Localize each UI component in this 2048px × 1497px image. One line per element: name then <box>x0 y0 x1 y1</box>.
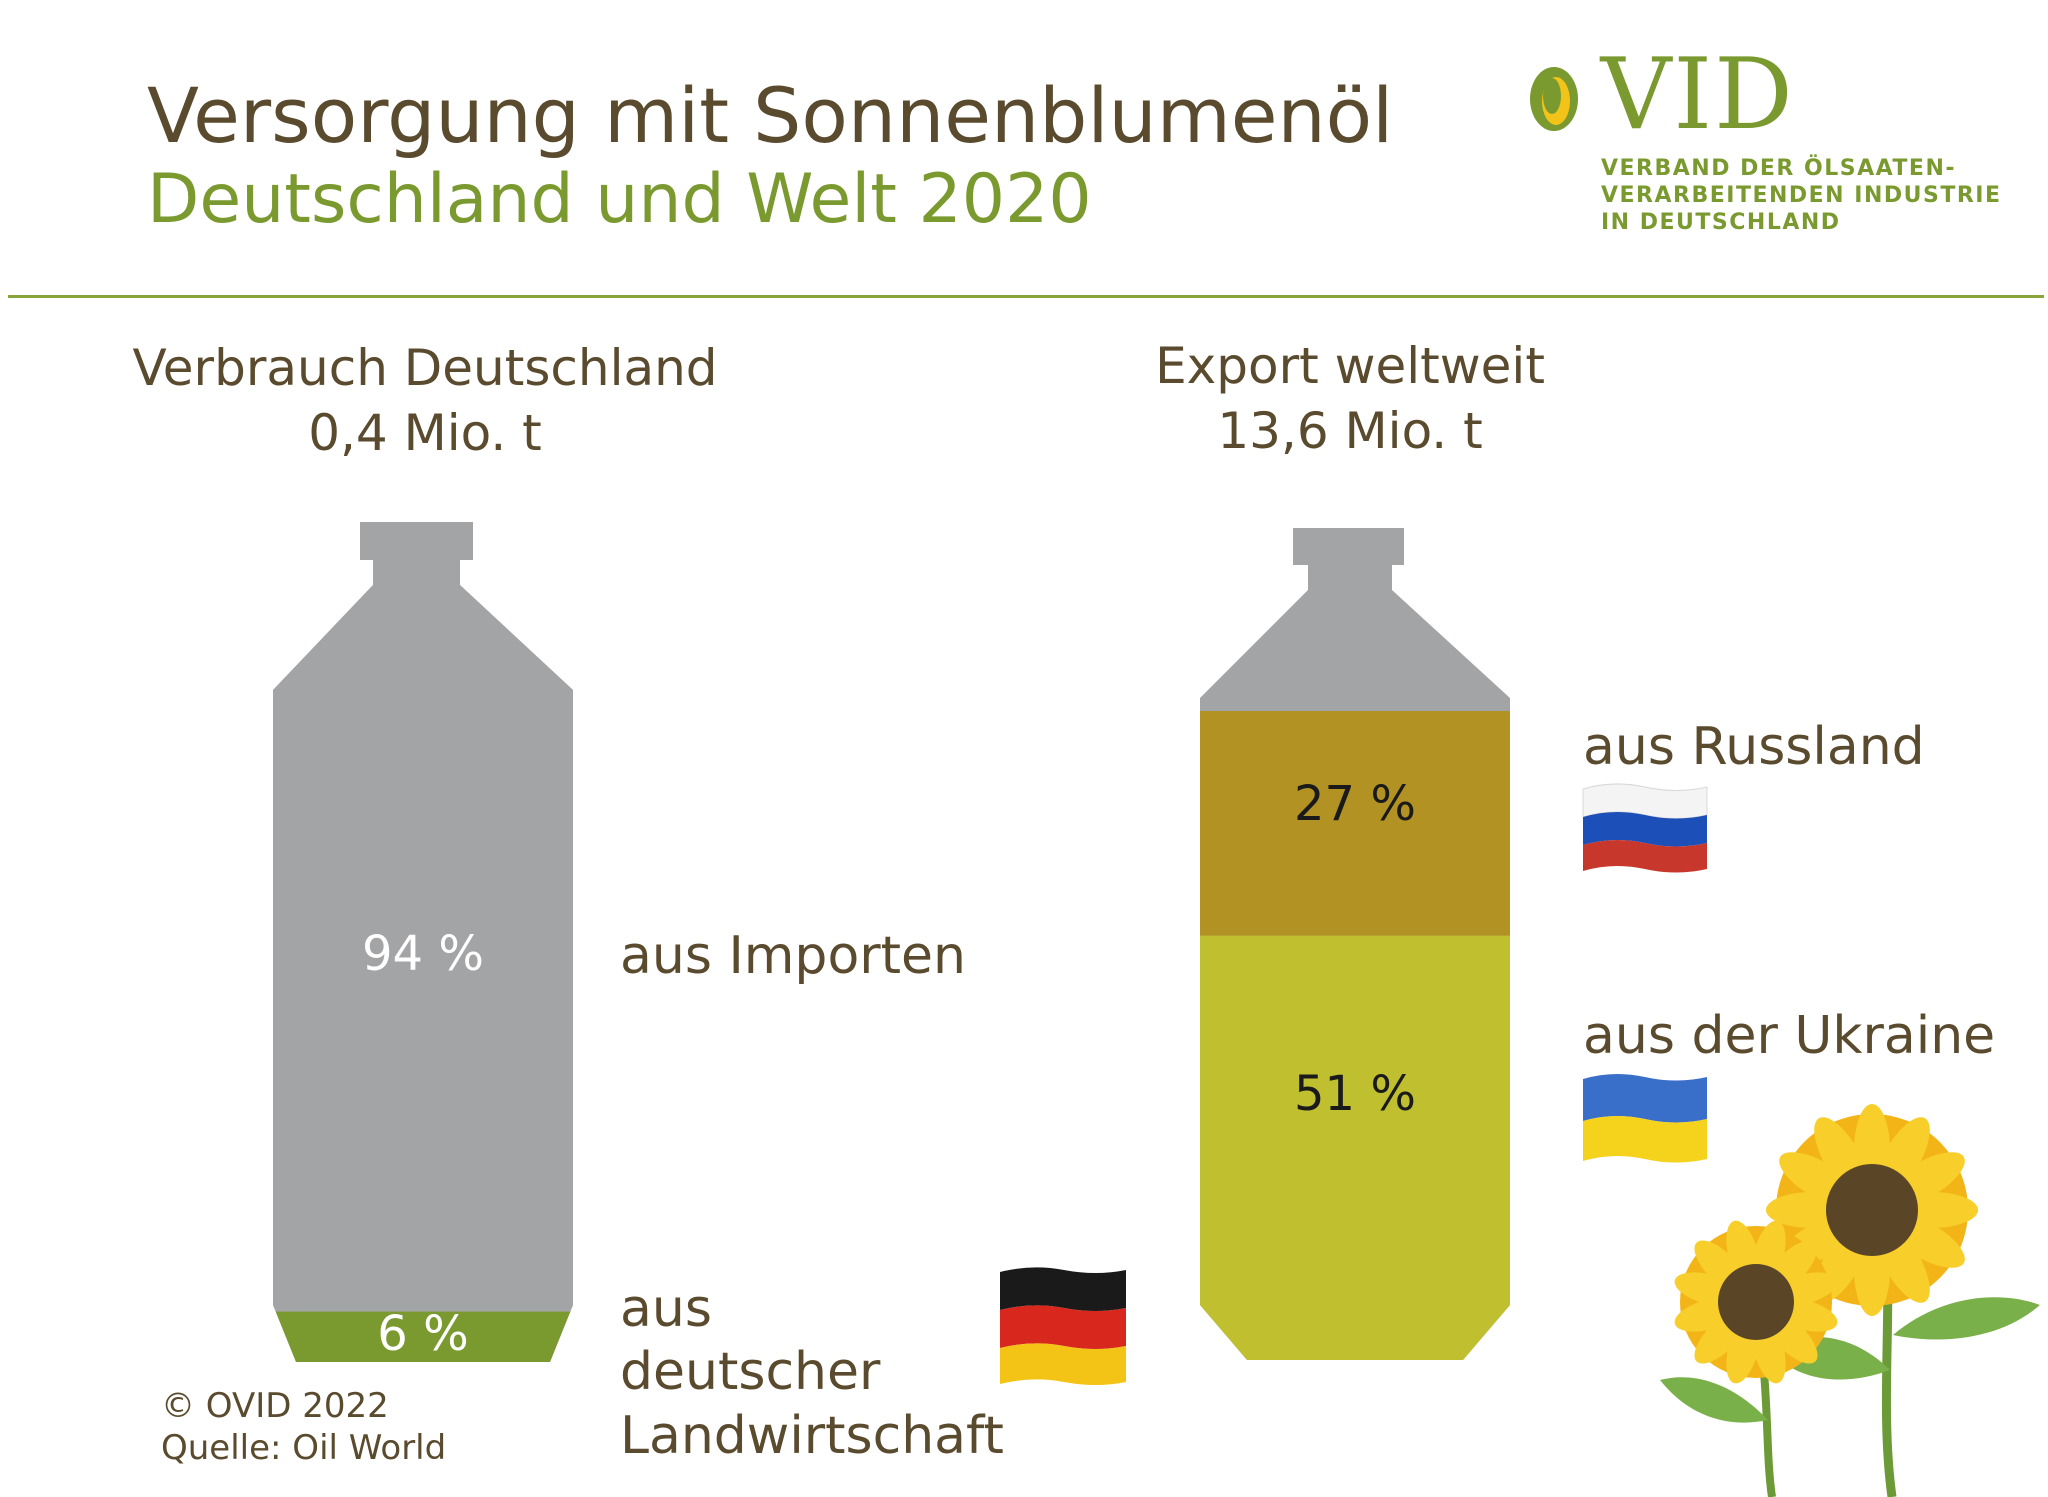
label-ukraine: aus der Ukraine <box>1583 1006 1996 1066</box>
bar-segment-ukraine <box>1200 935 1510 1360</box>
label-imports: aus Importen <box>620 926 966 986</box>
chart-2-title: Export weltweit <box>1155 337 1545 395</box>
bar-segment-imports <box>273 522 573 1312</box>
data-label-domestic: 6 % <box>377 1306 469 1362</box>
data-label-russia: 27 % <box>1294 776 1416 832</box>
data-label-ukraine: 51 % <box>1294 1066 1416 1122</box>
ovid-logo-drop-icon <box>1530 67 1578 131</box>
copyright: © OVID 2022 <box>161 1386 389 1426</box>
ukraine-flag-icon <box>1583 1073 1707 1163</box>
bar-segment-domestic <box>273 1311 573 1362</box>
logo-line-2: VERARBEITENDEN INDUSTRIE <box>1601 183 2002 208</box>
header-divider <box>8 295 2044 298</box>
data-label-imports: 94 % <box>362 926 484 982</box>
chart-2-total: 13,6 Mio. t <box>1217 402 1483 460</box>
label-domestic: aus deutscher Landwirtschaft <box>620 1279 1004 1466</box>
chart-title: Versorgung mit Sonnenblumenöl <box>147 71 1394 160</box>
bar-segment-russia <box>1200 711 1510 936</box>
russia-flag-icon <box>1582 783 1708 873</box>
ovid-logo-wordmark: OVID <box>1520 46 1795 144</box>
logo-line-3: IN DEUTSCHLAND <box>1601 210 1841 235</box>
bottle-world <box>1200 528 1510 1360</box>
source-note: Quelle: Oil World <box>161 1428 447 1468</box>
chart-1-title: Verbrauch Deutschland <box>132 339 718 397</box>
bottle-germany <box>273 522 573 1362</box>
logo-line-1: VERBAND DER ÖLSAATEN- <box>1601 156 1957 181</box>
germany-flag-icon <box>1000 1267 1126 1385</box>
chart-subtitle: Deutschland und Welt 2020 <box>147 160 1092 239</box>
sunflower-icon <box>1660 1104 2040 1497</box>
label-russia: aus Russland <box>1583 717 1925 777</box>
chart-1-total: 0,4 Mio. t <box>308 404 542 462</box>
ovid-logo-text: VID <box>1600 38 1795 152</box>
